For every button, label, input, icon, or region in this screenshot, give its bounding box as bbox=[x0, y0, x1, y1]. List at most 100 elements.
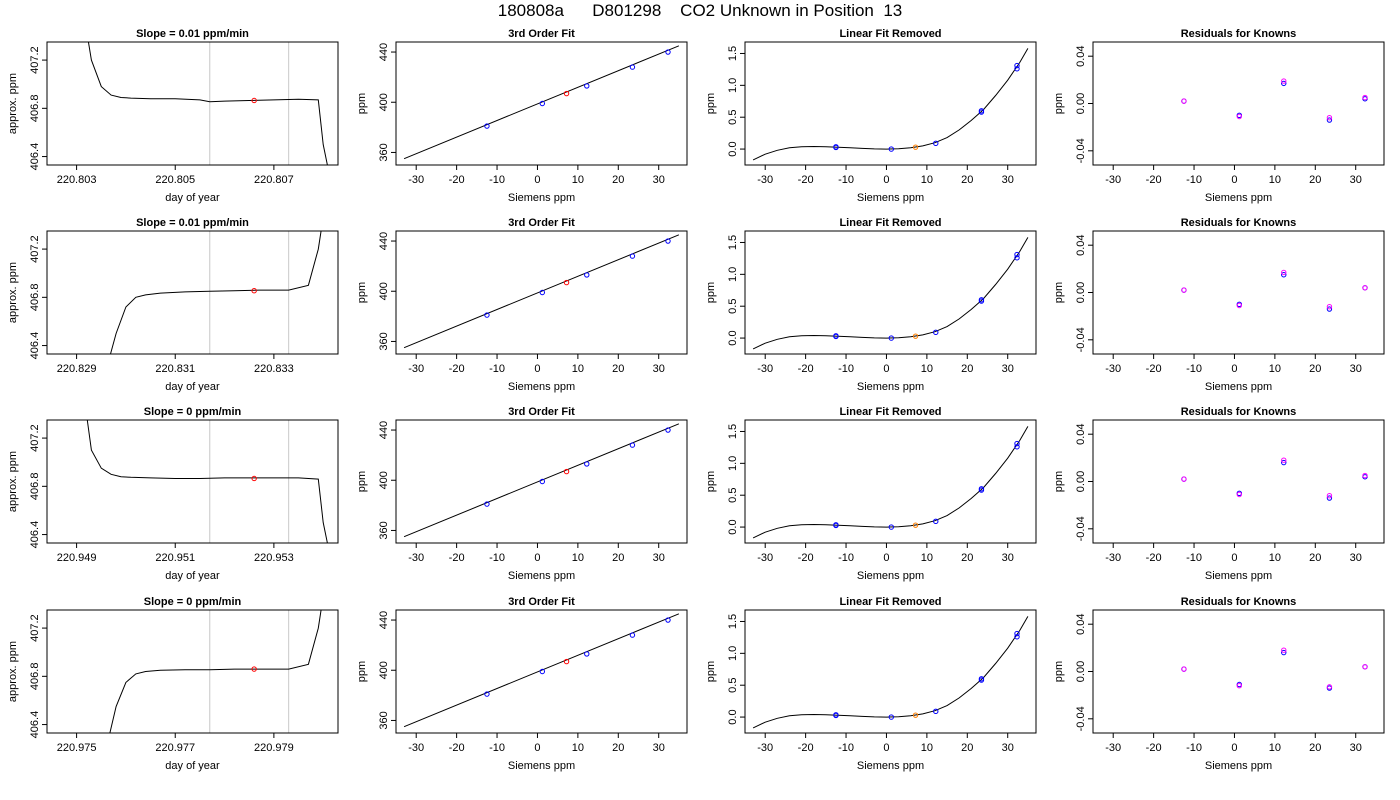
plot-frame bbox=[1092, 41, 1385, 166]
x-tick-label: 10 bbox=[1269, 742, 1281, 754]
y-tick-label: 360 bbox=[378, 711, 390, 729]
y-tick-label: 1.5 bbox=[727, 46, 739, 61]
x-tick-label: 20 bbox=[1309, 363, 1321, 375]
known-point bbox=[1014, 630, 1020, 637]
known-point bbox=[1014, 444, 1020, 450]
fit-line bbox=[403, 45, 680, 160]
y-tick-label: 440 bbox=[378, 232, 390, 250]
x-tick-label: 10 bbox=[921, 363, 933, 375]
chart-panel-9: Slope = 0 ppm/min 220.949 220.951 220.953 da… bbox=[7, 406, 339, 582]
x-tick-label: 30 bbox=[653, 363, 665, 375]
y-tick-label: 0.5 bbox=[727, 299, 739, 314]
plot-frame bbox=[1092, 609, 1385, 734]
x-tick-label: -30 bbox=[1105, 174, 1121, 186]
plot-area bbox=[752, 48, 1029, 161]
x-tick-label: 10 bbox=[572, 363, 584, 375]
known-point bbox=[978, 297, 985, 303]
x-tick-label: -20 bbox=[1146, 363, 1162, 375]
x-tick-label: -20 bbox=[1146, 552, 1162, 564]
y-axis-label: ppm bbox=[1053, 93, 1065, 114]
known-point bbox=[629, 64, 636, 70]
y-tick-label: 400 bbox=[378, 471, 390, 489]
known-point bbox=[1014, 251, 1020, 258]
x-tick-label: 20 bbox=[612, 363, 624, 375]
series-line bbox=[109, 231, 322, 354]
plot-frame bbox=[744, 41, 1037, 166]
residual-point bbox=[1281, 80, 1287, 87]
fit-line bbox=[403, 234, 680, 349]
y-tick-label: 0.5 bbox=[727, 678, 739, 693]
y-tick-label: 400 bbox=[378, 93, 390, 111]
residual-point bbox=[1326, 684, 1333, 690]
x-tick-label: 20 bbox=[961, 552, 973, 564]
y-tick-label: 0.0 bbox=[727, 141, 739, 156]
x-tick-label: 30 bbox=[1350, 363, 1362, 375]
y-axis-label: approx. ppm bbox=[7, 451, 19, 512]
x-tick-label: -20 bbox=[449, 742, 465, 754]
y-tick-label: 360 bbox=[378, 143, 390, 161]
y-tick-label: 0.0 bbox=[727, 330, 739, 345]
y-tick-label: 407.2 bbox=[29, 614, 41, 642]
residual-point bbox=[1362, 472, 1368, 479]
chart-title: Linear Fit Removed bbox=[839, 406, 941, 418]
y-tick-label: 0.04 bbox=[1075, 234, 1087, 255]
x-tick-label: 0 bbox=[534, 552, 540, 564]
known-point bbox=[1014, 62, 1020, 69]
known-point bbox=[539, 289, 546, 296]
series-line bbox=[86, 420, 328, 543]
x-tick-label: 20 bbox=[612, 552, 624, 564]
chart-title: Linear Fit Removed bbox=[839, 28, 941, 40]
x-tick-label: -30 bbox=[757, 363, 773, 375]
y-axis-label: ppm bbox=[705, 282, 717, 303]
chart-panel-5: Slope = 0.01 ppm/min 220.829 220.831 220.83… bbox=[7, 217, 339, 393]
y-tick-label: 1.0 bbox=[727, 456, 739, 471]
y-axis-label: ppm bbox=[356, 93, 368, 114]
x-tick-label: -30 bbox=[1105, 552, 1121, 564]
plot-frame bbox=[395, 419, 688, 544]
x-tick-label: 20 bbox=[612, 174, 624, 186]
y-tick-label: 0.0 bbox=[727, 709, 739, 724]
chart-panel-4: Residuals for Knowns -30 -20 -10 0 10 20 30 Siem… bbox=[1053, 28, 1385, 204]
residual-point bbox=[1362, 94, 1368, 101]
y-tick-label: 1.0 bbox=[727, 267, 739, 282]
known-point bbox=[1014, 255, 1020, 261]
y-tick-label: -0.04 bbox=[1075, 516, 1087, 541]
x-tick-label: 20 bbox=[1309, 174, 1321, 186]
residual-point bbox=[1181, 476, 1187, 482]
fit-curve bbox=[752, 237, 1029, 350]
x-tick-label: -20 bbox=[1146, 174, 1162, 186]
fit-line bbox=[403, 613, 680, 728]
plot-frame bbox=[744, 230, 1037, 355]
residual-point bbox=[1326, 492, 1333, 499]
chart-panel-7: Linear Fit Removed -30 -20 -10 0 10 20 30 Siemen… bbox=[705, 217, 1037, 393]
known-point bbox=[584, 272, 590, 278]
y-axis-label: ppm bbox=[1053, 471, 1065, 492]
x-tick-label: -10 bbox=[1186, 363, 1202, 375]
chart-title: Slope = 0.01 ppm/min bbox=[136, 28, 249, 40]
x-tick-label: 30 bbox=[653, 742, 665, 754]
chart-title: 3rd Order Fit bbox=[508, 217, 575, 229]
y-tick-label: 407.2 bbox=[29, 235, 41, 263]
known-point bbox=[665, 427, 671, 433]
plot-area bbox=[403, 234, 680, 349]
x-tick-label: 220.833 bbox=[254, 363, 294, 375]
unknown-point bbox=[563, 468, 570, 475]
residual-point bbox=[1236, 113, 1243, 120]
x-tick-label: 220.975 bbox=[57, 742, 97, 754]
x-tick-label: -30 bbox=[757, 174, 773, 186]
x-tick-label: -10 bbox=[489, 174, 505, 186]
residual-point bbox=[1362, 285, 1368, 291]
x-tick-label: -20 bbox=[798, 742, 814, 754]
residual-point bbox=[1236, 682, 1243, 689]
chart-title: 3rd Order Fit bbox=[508, 596, 575, 608]
y-tick-label: 0.00 bbox=[1075, 282, 1087, 303]
y-tick-label: 1.5 bbox=[727, 424, 739, 439]
known-point bbox=[833, 144, 839, 150]
chart-panel-14: 3rd Order Fit -30 -20 -10 0 10 20 30 Siemens ppm… bbox=[356, 596, 688, 772]
y-tick-label: 440 bbox=[378, 43, 390, 61]
plot-area bbox=[752, 616, 1029, 729]
x-tick-label: 20 bbox=[1309, 742, 1321, 754]
x-tick-label: -30 bbox=[408, 174, 424, 186]
y-tick-label: 400 bbox=[378, 661, 390, 679]
x-tick-label: 10 bbox=[572, 742, 584, 754]
